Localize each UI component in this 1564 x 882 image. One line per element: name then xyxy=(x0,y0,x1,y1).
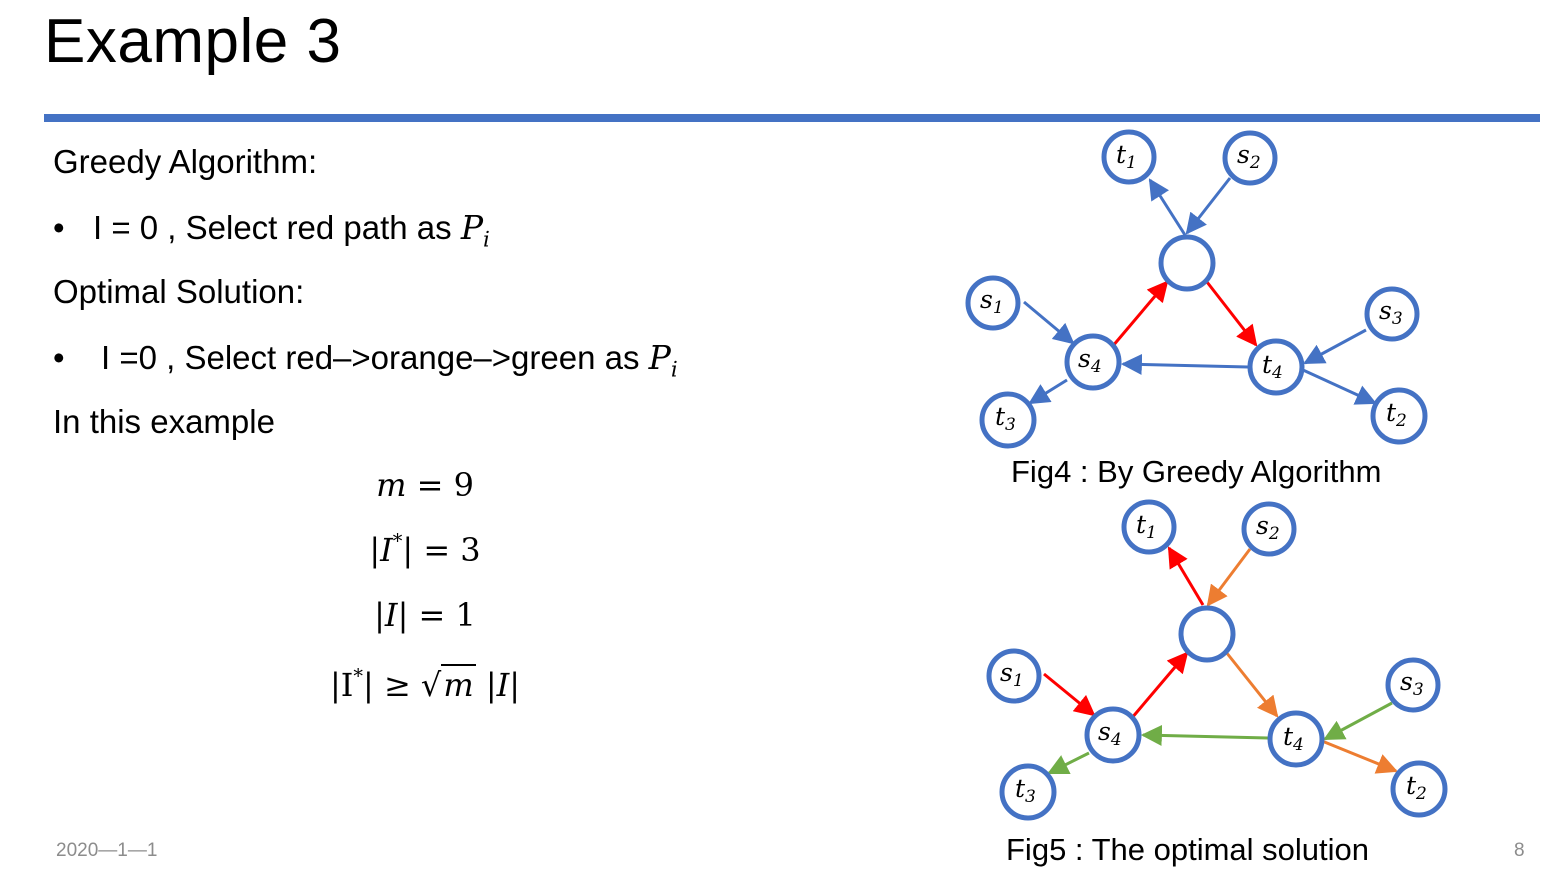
greedy-bullet: • I = 0 , Select red path as Pi xyxy=(53,208,490,253)
bullet-marker: • xyxy=(53,209,65,246)
fig4-node-s1 xyxy=(965,275,1021,331)
fig5-edge-center-t4 xyxy=(1224,651,1279,718)
fig5-nodes xyxy=(986,499,1448,821)
fig4-label-s3: s3 xyxy=(1379,296,1403,329)
fig5-edge-s3-t4 xyxy=(1323,701,1393,741)
fig4-label-t3: t3 xyxy=(995,402,1016,435)
fig5-label-s3: s3 xyxy=(1400,667,1424,700)
optimal-bullet: • I =0 , Select red–>orange–>green as Pi xyxy=(53,338,678,383)
fig5-node-labels: t1 s2 s1 s3 s4 t4 t3 t2 xyxy=(1000,510,1427,807)
fig4-node-center xyxy=(1158,234,1216,292)
fig5-label-t1: t1 xyxy=(1136,510,1157,543)
optimal-bullet-text: I =0 , Select red–>orange–>green as xyxy=(101,339,649,376)
fig5-edge-t4-t2 xyxy=(1321,739,1398,774)
fig5-node-t4 xyxy=(1267,710,1325,768)
fig4-edge-s3-t4 xyxy=(1303,328,1367,365)
fig4-label-t1: t1 xyxy=(1116,140,1137,173)
fig4-node-s3 xyxy=(1364,286,1420,342)
fig5-label-t2: t2 xyxy=(1406,771,1427,804)
sqrt-symbol: √m xyxy=(420,664,476,704)
fig4-node-t4 xyxy=(1247,338,1305,396)
fig5-edges xyxy=(1043,546,1398,775)
fig4-node-labels: t1 s2 s1 s3 s4 t4 t3 t2 xyxy=(980,140,1407,435)
fig4-caption: Fig4 : By Greedy Algorithm xyxy=(1011,454,1382,489)
fig5-node-t3 xyxy=(999,763,1057,821)
fig5-node-s2 xyxy=(1241,501,1297,557)
fig4-edge-s4-center xyxy=(1110,280,1169,348)
fig5-edge-s4-t3 xyxy=(1047,751,1090,775)
title-divider xyxy=(44,114,1540,122)
fig4-nodes xyxy=(965,129,1428,449)
fig4-node-t3 xyxy=(979,391,1037,449)
fig4-edge-s2-center xyxy=(1185,177,1232,235)
fig4-node-s4 xyxy=(1064,333,1122,391)
example-heading: In this example xyxy=(53,403,275,440)
fig4-node-t1 xyxy=(1101,129,1157,185)
fig4-edge-t4-t2 xyxy=(1302,368,1377,405)
formula-m: m = 9 xyxy=(376,466,474,504)
fig4-edge-s4-t3 xyxy=(1028,378,1068,405)
fig5-caption: Fig5 : The optimal solution xyxy=(1006,832,1370,867)
fig5-label-t4: t4 xyxy=(1283,722,1304,755)
fig5-node-s4 xyxy=(1084,706,1142,764)
greedy-heading: Greedy Algorithm: xyxy=(53,143,318,180)
fig4-label-s2: s2 xyxy=(1237,140,1261,173)
page-number: 8 xyxy=(1514,840,1525,861)
fig5-label-s2: s2 xyxy=(1256,511,1280,544)
fig5-edge-center-t1 xyxy=(1167,546,1205,606)
fig5-node-s1 xyxy=(986,648,1042,704)
fig4-edges xyxy=(1023,177,1377,405)
fig4-edge-t4-s4 xyxy=(1120,353,1249,375)
fig5-label-s1: s1 xyxy=(1000,658,1024,691)
formula-i-star: |I*| = 3 xyxy=(369,529,481,569)
fig5-node-t2 xyxy=(1390,760,1448,818)
math-p-i: Pi xyxy=(648,338,678,383)
greedy-bullet-text: I = 0 , Select red path as xyxy=(93,209,461,246)
fig5-edge-t4-s4 xyxy=(1140,724,1269,746)
bullet-marker: • xyxy=(53,339,65,376)
fig4-label-t4: t4 xyxy=(1262,350,1283,383)
fig5-edge-s4-center xyxy=(1129,651,1189,720)
formula-inequality: |I*| ≥ √m |I| xyxy=(329,664,521,704)
fig4-node-t2 xyxy=(1370,387,1428,445)
fig5-node-s3 xyxy=(1385,657,1441,713)
fig4-label-s4: s4 xyxy=(1078,344,1102,377)
optimal-heading: Optimal Solution: xyxy=(53,273,305,310)
formula-i: |I| = 1 xyxy=(374,596,476,634)
fig4-label-s1: s1 xyxy=(980,285,1004,318)
fig4-label-t2: t2 xyxy=(1386,398,1407,431)
fig5-edge-s1-s4 xyxy=(1043,672,1096,717)
fig5-label-t3: t3 xyxy=(1015,774,1036,807)
footer-date: 2020—1—1 xyxy=(56,840,158,861)
math-p-i: Pi xyxy=(460,208,490,253)
fig5-label-s4: s4 xyxy=(1098,717,1122,750)
fig4-edge-center-t1 xyxy=(1148,178,1187,236)
fig5-node-center xyxy=(1178,605,1236,663)
fig4-edge-center-t4 xyxy=(1205,281,1258,347)
fig4-edge-s1-s4 xyxy=(1023,300,1075,345)
slide-title: Example 3 xyxy=(44,7,342,76)
fig5-node-t1 xyxy=(1121,499,1177,555)
fig4-node-s2 xyxy=(1222,130,1278,186)
fig5-edge-s2-center xyxy=(1206,548,1252,607)
